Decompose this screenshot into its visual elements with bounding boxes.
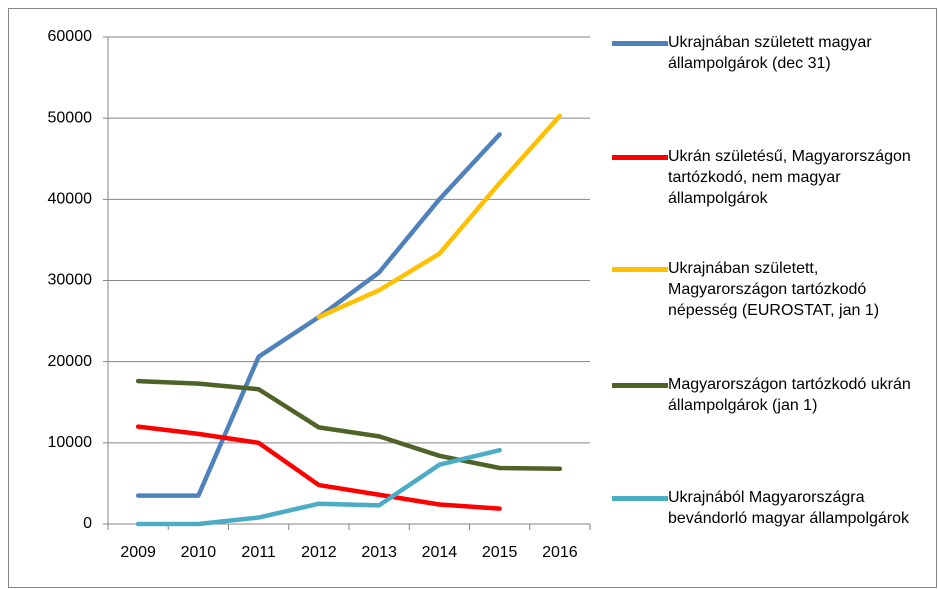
y-tick-label: 0 <box>83 515 92 532</box>
y-tick-label: 10000 <box>48 434 93 451</box>
y-tick-label: 60000 <box>48 28 93 45</box>
legend-swatch <box>612 383 668 388</box>
series-line <box>135 378 563 472</box>
legend-label: Magyarországon tartózkodó ukrán állampol… <box>668 376 911 414</box>
x-tick-label: 2014 <box>422 544 458 561</box>
x-tick-label: 2013 <box>361 544 397 561</box>
legend-entry: Ukrajnában született magyar állampolgáro… <box>612 32 934 74</box>
legend-swatch <box>612 496 668 501</box>
legend-entry: Ukrán születésű, Magyarországon tartózko… <box>612 146 934 209</box>
chart-border <box>8 8 937 588</box>
x-tick-label: 2009 <box>120 544 156 561</box>
legend-swatch <box>612 267 668 272</box>
legend-entry: Magyarországon tartózkodó ukrán állampol… <box>612 374 934 416</box>
x-tick-label: 2016 <box>542 544 578 561</box>
legend-entry: Ukrajnában született, Magyarországon tar… <box>612 258 934 321</box>
legend-entry: Ukrajnából Magyarországra bevándorló mag… <box>612 487 934 529</box>
legend-label: Ukrán születésű, Magyarországon tartózko… <box>668 148 911 207</box>
x-tick-label: 2010 <box>181 544 217 561</box>
y-tick-label: 50000 <box>48 109 93 126</box>
x-tick-label: 2011 <box>241 544 276 561</box>
series-line <box>135 424 502 511</box>
legend-label: Ukrajnában született magyar állampolgáro… <box>668 34 872 72</box>
y-tick-label: 20000 <box>48 353 93 370</box>
x-tick-label: 2012 <box>301 544 337 561</box>
series-line <box>316 113 563 320</box>
x-tick-label: 2015 <box>482 544 518 561</box>
legend-swatch <box>612 41 668 46</box>
legend-label: Ukrajnában született, Magyarországon tar… <box>668 260 880 319</box>
legend-label: Ukrajnából Magyarországra bevándorló mag… <box>668 489 910 527</box>
series-line <box>135 447 502 527</box>
y-tick-label: 30000 <box>48 272 93 289</box>
legend-swatch <box>612 155 668 160</box>
y-tick-label: 40000 <box>48 191 93 208</box>
